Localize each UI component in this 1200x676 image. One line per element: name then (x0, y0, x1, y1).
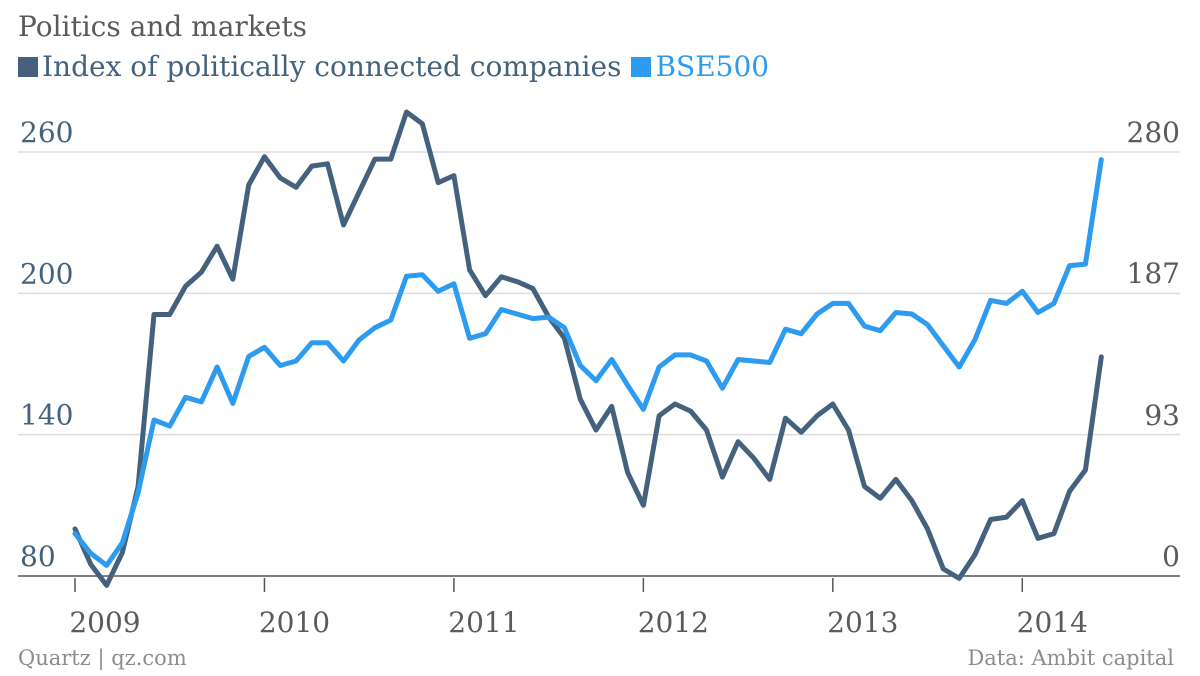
legend-label-politics: Index of politically connected companies (42, 50, 622, 83)
legend-item-bse500: BSE500 (631, 50, 769, 83)
x-tick-label: 2011 (448, 606, 519, 639)
left-tick-label: 80 (20, 540, 56, 573)
x-tick-label: 2013 (827, 606, 898, 639)
politics-line (72, 109, 1104, 588)
legend: Index of politically connected companies… (18, 50, 769, 83)
left-tick-label: 260 (20, 116, 73, 149)
legend-item-politics: Index of politically connected companies (18, 50, 621, 83)
left-tick-label: 140 (20, 399, 73, 432)
x-tick-label: 2012 (638, 606, 709, 639)
right-tick-label: 187 (1127, 257, 1180, 290)
left-axis-ticks: 80 140 200 260 (20, 116, 73, 573)
bse500-line (72, 157, 1104, 568)
series-lines (72, 109, 1104, 588)
right-tick-label: 0 (1162, 540, 1180, 573)
legend-swatch-bse500 (631, 56, 652, 77)
right-tick-label: 280 (1127, 116, 1180, 149)
legend-swatch-politics (18, 56, 38, 77)
right-axis-ticks: 0 93 187 280 (1127, 116, 1180, 573)
left-tick-label: 200 (20, 257, 73, 290)
legend-label-bse500: BSE500 (655, 50, 770, 83)
data-source: Data: Ambit capital (967, 646, 1174, 670)
chart-title: Politics and markets (18, 10, 307, 43)
x-axis-ticks: 2009 2010 2011 2012 2013 2014 (69, 578, 1088, 639)
source-credit: Quartz | qz.com (18, 646, 187, 670)
x-tick-label: 2009 (69, 606, 140, 639)
gridlines (18, 151, 1180, 577)
right-tick-label: 93 (1144, 399, 1180, 432)
x-tick-label: 2014 (1017, 606, 1088, 639)
x-tick-label: 2010 (259, 606, 330, 639)
